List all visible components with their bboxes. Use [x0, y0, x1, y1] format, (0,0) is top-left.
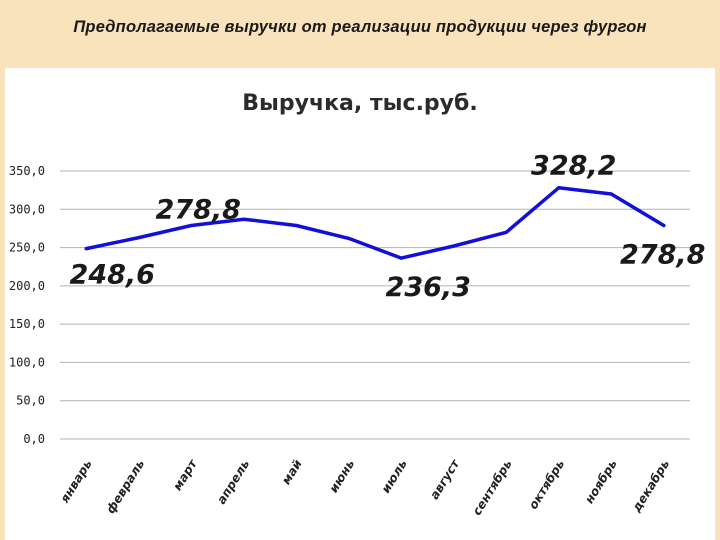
data-point	[242, 217, 246, 221]
x-tick-label: ноябрь	[582, 457, 620, 506]
x-tick-label: декабрь	[629, 457, 672, 515]
data-label: 278,8	[156, 195, 241, 226]
data-point	[137, 236, 141, 240]
y-axis-ticks: 0,0 50,0 100,0 150,0 200,0 250,0 300,0 350,0	[9, 164, 45, 446]
x-tick-label: январь	[57, 457, 95, 506]
data-point	[662, 223, 666, 228]
slide-title: Предполагаемые выручки от реализации про…	[73, 18, 647, 36]
gridlines	[60, 170, 690, 440]
x-tick-label: сентябрь	[470, 457, 515, 518]
x-tick-label: март	[170, 456, 200, 493]
x-tick-label: июнь	[326, 457, 357, 495]
y-tick-label: 300,0	[9, 202, 45, 216]
data-label: 236,3	[386, 272, 471, 303]
x-tick-label: апрель	[214, 457, 252, 506]
data-point	[399, 256, 403, 260]
x-tick-label: май	[279, 457, 305, 487]
x-axis-ticks: январь февраль март апрель май июнь июль август…	[57, 456, 672, 518]
y-tick-label: 100,0	[9, 355, 45, 369]
y-tick-label: 150,0	[9, 317, 45, 331]
data-point	[557, 186, 561, 190]
revenue-line-chart: Выручка, тыс.руб. 0,0 50,0 100,0 150,0 200,0…	[9, 91, 706, 518]
x-tick-label: октябрь	[526, 457, 567, 512]
data-point	[609, 192, 613, 196]
data-point	[84, 247, 88, 251]
series-layer	[84, 185, 666, 260]
data-point	[189, 223, 193, 228]
series-line	[84, 185, 666, 260]
y-tick-label: 250,0	[9, 241, 45, 255]
data-point	[504, 230, 508, 234]
y-tick-label: 0,0	[23, 432, 45, 446]
chart-panel: Выручка, тыс.руб. 0,0 50,0 100,0 150,0 200,0…	[5, 68, 715, 540]
data-label: 278,8	[620, 240, 705, 271]
x-tick-label: июль	[379, 457, 410, 495]
y-tick-label: 50,0	[16, 394, 45, 408]
data-labels: 248,6 278,8 236,3 328,2 278,8	[70, 151, 706, 303]
x-tick-label: август	[427, 456, 463, 501]
y-tick-label: 200,0	[9, 279, 45, 293]
y-tick-label: 350,0	[9, 164, 45, 178]
data-point	[294, 223, 298, 228]
data-point	[452, 244, 456, 248]
data-point	[347, 236, 351, 240]
chart-title: Выручка, тыс.руб.	[242, 91, 478, 116]
data-label: 248,6	[70, 260, 155, 291]
data-label: 328,2	[531, 151, 616, 182]
x-tick-label: февраль	[103, 457, 147, 516]
